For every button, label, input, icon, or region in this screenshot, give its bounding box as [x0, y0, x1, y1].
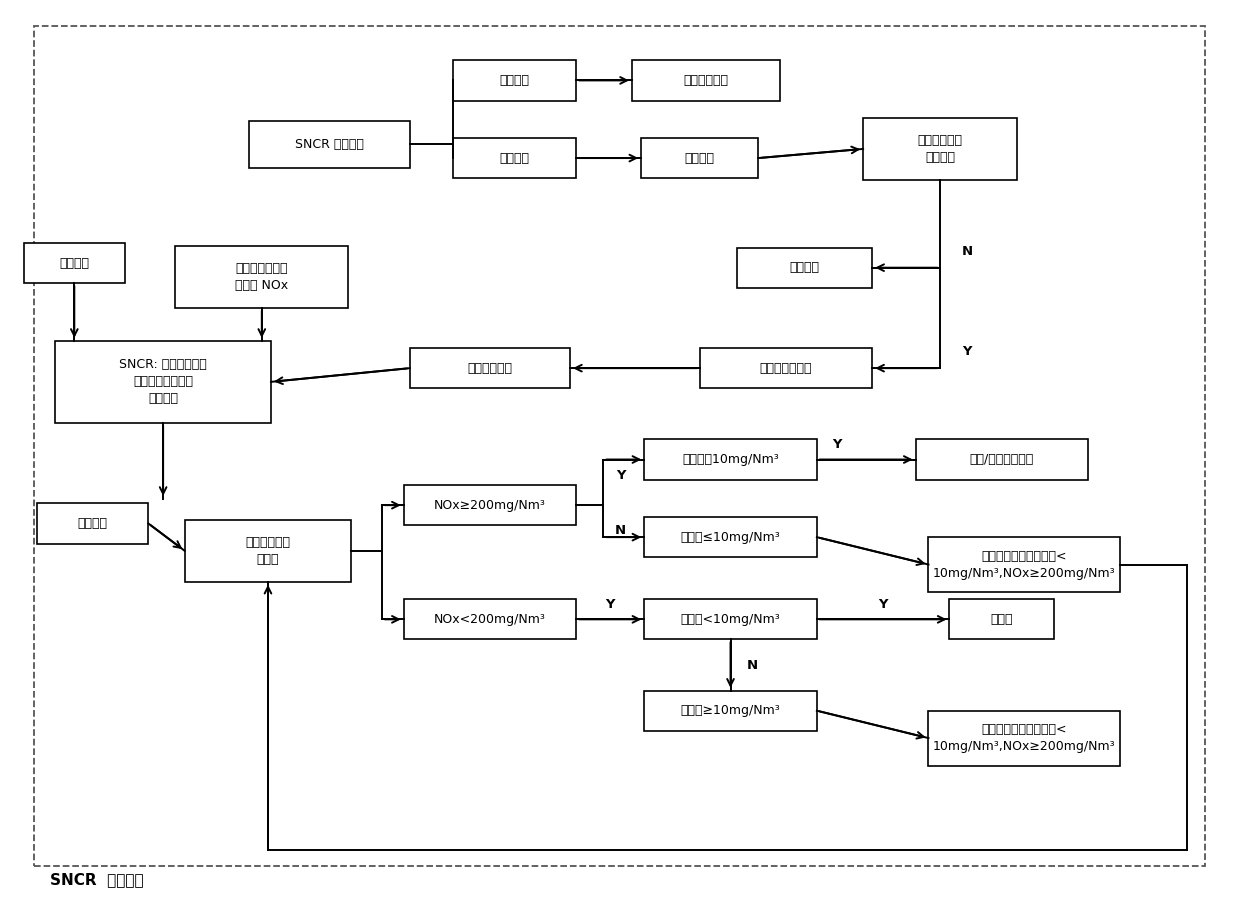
Text: 联动调节: 联动调节 — [78, 517, 108, 530]
Text: 锅炉烟气氧含量
和烟囱 NOx: 锅炉烟气氧含量 和烟囱 NOx — [235, 262, 289, 292]
Text: Y: Y — [616, 469, 626, 482]
Text: Y: Y — [831, 438, 841, 451]
Text: 启动氨水输送泵: 启动氨水输送泵 — [760, 362, 813, 375]
Bar — [453, 61, 576, 100]
Bar — [864, 118, 1017, 180]
Bar — [176, 245, 348, 308]
Text: 减小喷氨量直至氨逃逸<
10mg/Nm³,NOx≥200mg/Nm³: 减小喷氨量直至氨逃逸< 10mg/Nm³,NOx≥200mg/Nm³ — [933, 723, 1115, 753]
Text: 氨逃逸≥10mg/Nm³: 氨逃逸≥10mg/Nm³ — [680, 704, 781, 717]
Text: Y: Y — [606, 598, 615, 611]
Text: 启动稀释水泵: 启动稀释水泵 — [467, 362, 513, 375]
Bar — [644, 690, 817, 731]
Bar — [949, 599, 1054, 640]
Text: 氨逃逸≤10mg/Nm³: 氨逃逸≤10mg/Nm³ — [680, 530, 781, 544]
Bar — [37, 504, 149, 543]
Text: 设备单体启停: 设备单体启停 — [684, 74, 729, 87]
Bar — [56, 341, 271, 423]
Bar — [928, 710, 1120, 766]
Text: N: N — [747, 659, 758, 672]
Bar — [737, 247, 872, 288]
Bar — [404, 485, 576, 526]
Text: SNCR 系统启动: SNCR 系统启动 — [295, 138, 364, 151]
Bar — [410, 348, 570, 388]
Text: N: N — [961, 244, 973, 257]
Text: NOx<200mg/Nm³: NOx<200mg/Nm³ — [434, 613, 546, 626]
Bar — [928, 537, 1120, 592]
Text: 自动模式: 自动模式 — [499, 152, 529, 165]
Text: 手动模式: 手动模式 — [499, 74, 529, 87]
Bar — [185, 520, 351, 582]
Bar — [644, 517, 817, 557]
Text: Y: Y — [878, 598, 888, 611]
Bar — [249, 120, 410, 168]
Bar — [700, 348, 872, 388]
Bar — [644, 439, 817, 480]
Text: 开启氨水溶液
阀到位门: 开启氨水溶液 阀到位门 — [918, 134, 963, 164]
Bar — [453, 138, 576, 178]
Text: 增加喷氨量直至氨逃逸<
10mg/Nm³,NOx≥200mg/Nm³: 增加喷氨量直至氨逃逸< 10mg/Nm³,NOx≥200mg/Nm³ — [933, 550, 1115, 580]
Bar — [644, 599, 817, 640]
Text: N: N — [616, 524, 626, 537]
Text: SNCR: 前馈公式计算
喷氨量并按计算值
调节流量: SNCR: 前馈公式计算 喷氨量并按计算值 调节流量 — [119, 358, 207, 405]
Bar — [24, 243, 125, 283]
Text: SNCR  系统控制: SNCR 系统控制 — [50, 872, 144, 887]
Bar — [404, 599, 576, 640]
Text: 氨逃逸<10mg/Nm³: 氨逃逸<10mg/Nm³ — [680, 613, 781, 626]
Text: 不调整: 不调整 — [991, 613, 1014, 626]
Text: 炉腔温度: 炉腔温度 — [59, 256, 89, 269]
Bar — [632, 61, 779, 100]
Text: 氨水流量调节
阀控制: 氨水流量调节 阀控制 — [245, 536, 290, 566]
Text: 氨逃逸＞10mg/Nm³: 氨逃逸＞10mg/Nm³ — [683, 453, 779, 466]
Text: 开启/关闭部分喷枪: 开启/关闭部分喷枪 — [970, 453, 1035, 466]
Text: 系统待机: 系统待机 — [789, 261, 819, 274]
Bar — [641, 138, 758, 178]
Text: 顺控启动: 顺控启动 — [685, 152, 715, 165]
Text: Y: Y — [963, 346, 973, 358]
Text: NOx≥200mg/Nm³: NOx≥200mg/Nm³ — [434, 499, 546, 512]
Bar — [916, 439, 1088, 480]
